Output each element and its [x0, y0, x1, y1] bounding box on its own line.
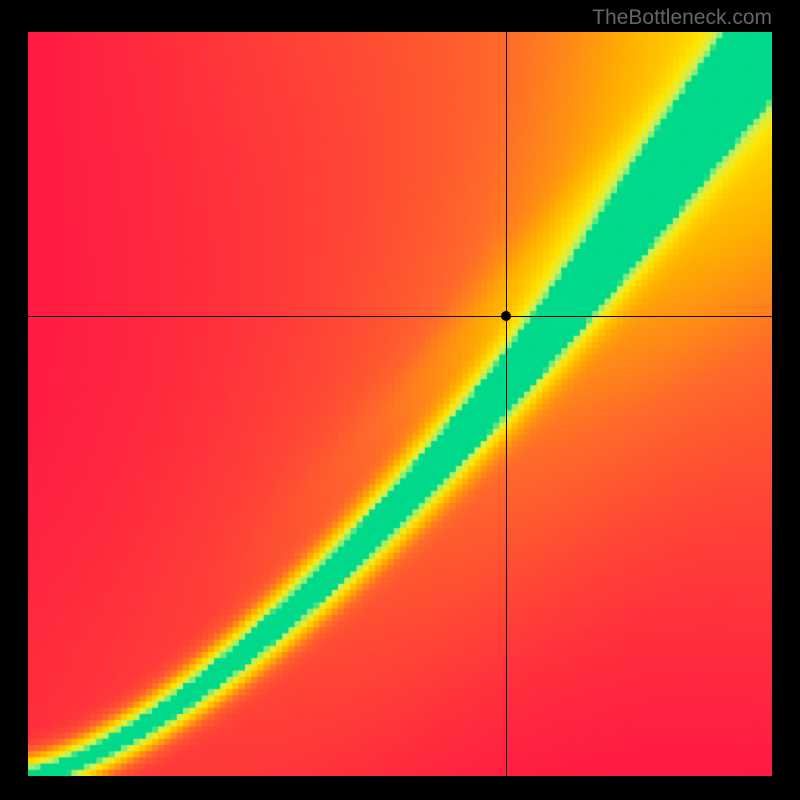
heatmap-canvas: [28, 32, 772, 776]
watermark-text: TheBottleneck.com: [592, 6, 772, 30]
bottleneck-heatmap: [28, 32, 772, 776]
crosshair-vertical: [506, 32, 507, 776]
crosshair-horizontal: [28, 316, 772, 317]
crosshair-marker-dot: [501, 311, 511, 321]
